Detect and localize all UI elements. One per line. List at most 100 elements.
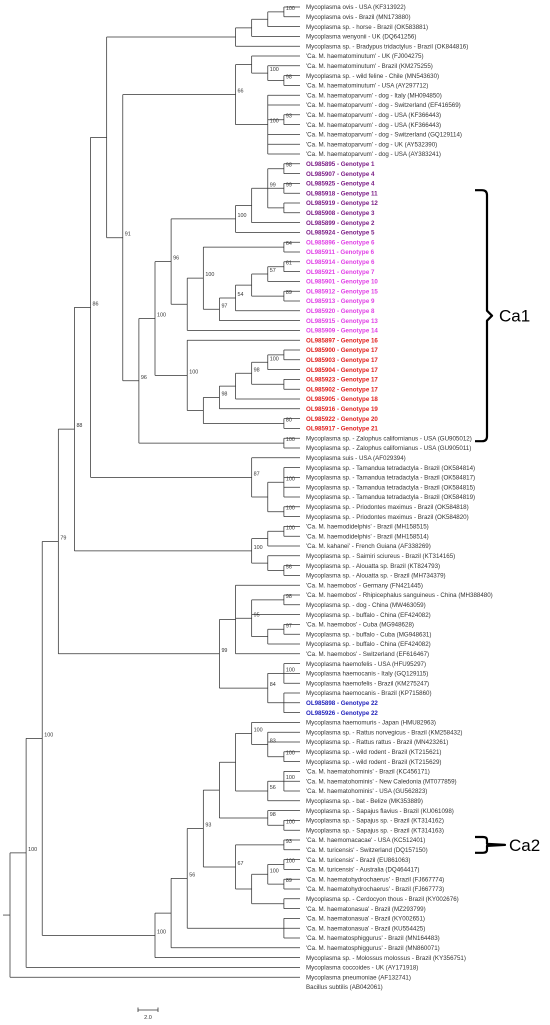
leaf-label: Mycoplasma suis - USA (AF029394) [306, 455, 406, 462]
leaf-label: OL985899 - Genotype 2 [306, 220, 375, 227]
leaf-label: Mycoplasma sp. - Priodontes maximus - Br… [306, 514, 469, 521]
leaf-label: 'Ca. M. turicensis' - Brazil (EU861063) [306, 857, 411, 864]
leaf-label: 'Ca. M. haematoparvum' - dog - Italy (MH… [306, 92, 442, 99]
leaf-label: Mycoplasma ovis - Brazil (MN173880) [306, 14, 411, 21]
leaf-label: 'Ca. M. haematoparvum' - dog - USA (KF36… [306, 112, 441, 119]
leaf-label: Mycoplasma sp. - buffalo - China (EF4240… [306, 641, 431, 648]
support-value-k12: 100 [157, 929, 166, 935]
support-value-d1: 100 [286, 525, 295, 531]
leaf-label: Mycoplasma sp. - Tamandua tetradactyla -… [306, 494, 475, 501]
clade-label-ca2: Ca2 [509, 836, 540, 855]
leaf-label: OL985897 - Genotype 16 [306, 337, 378, 344]
leaf-label: OL985898 - Genotype 22 [306, 700, 378, 707]
leaf-label: 'Ca. M. haematonasua' - Brazil (KU554425… [306, 925, 425, 932]
leaf-label: OL985907 - Genotype 4 [306, 171, 375, 178]
leaf-label: 'Ca. M. haematoparvum' - dog - USA (KF36… [306, 122, 441, 129]
leaf-label: Mycoplasma sp. - Tamandua tetradactyla -… [306, 465, 475, 472]
leaf-label: 'Ca. M. haematonasua' - Brazil (KY002651… [306, 916, 425, 923]
leaf-label: OL985918 - Genotype 11 [306, 190, 378, 197]
scale-bar-label: 2.0 [144, 1015, 152, 1021]
leaf-label: OL985908 - Genotype 3 [306, 210, 375, 217]
leaf-label: Mycoplasma haemofelis - USA (HFU95297) [306, 661, 426, 668]
support-value-m2: 61 [286, 261, 292, 267]
support-value-w2: 83 [270, 738, 276, 744]
leaf-label: 'Ca. M. haematoparvum' - dog - Switzerla… [306, 132, 462, 139]
support-value-b7: 79 [60, 535, 66, 541]
support-value-hp2: 100 [270, 119, 279, 125]
leaf-label: Mycoplasma sp. - horse - Brazil (OK58388… [306, 24, 428, 31]
leaf-label: 'Ca. M. haemodidelphis' - Brazil (MH1585… [306, 524, 429, 531]
support-value-p4: 99 [270, 182, 276, 188]
leaf-label: OL985921 - Genotype 7 [306, 269, 375, 276]
leaf-label: 'Ca. M. haemomacacae' - USA (KC512401) [306, 837, 425, 844]
leaf-label: 'Ca. M. haematonasua' - Brazil (MZ293799… [306, 906, 426, 913]
support-value-m7: 97 [221, 303, 227, 309]
leaf-label: OL985904 - Genotype 17 [306, 367, 378, 374]
leaf-label: 'Ca. M. haematoparvum' - dog - USA (AY38… [306, 151, 441, 158]
clade-bracket-ca1 [475, 189, 494, 443]
leaf-label: Mycoplasma sp. - wild rodent - Brazil (K… [306, 759, 442, 766]
support-value-k3: 89 [286, 878, 292, 884]
leaf-label: 'Ca. M. haematoparvum' - dog - Switzerla… [306, 102, 461, 109]
leaf-label: Mycoplasma sp. - bat - Belize (MK353889) [306, 798, 423, 805]
support-value-m3: 57 [270, 268, 276, 274]
leaf-label: 'Ca. M. haematohydrochaerus' - Brazil (F… [306, 886, 444, 893]
tree-branches [3, 6, 300, 978]
support-value-t1: 100 [286, 476, 295, 482]
leaf-label: 'Ca. M. turicensis' - Switzerland (DQ157… [306, 847, 428, 854]
leaf-label: OL985916 - Genotype 19 [306, 406, 378, 413]
leaf-label: 'Ca. M. haematohydrochaerus' - Brazil (F… [306, 876, 444, 883]
leaf-label: OL985895 - Genotype 1 [306, 161, 375, 168]
support-value-g2: 100 [28, 847, 37, 853]
support-value-g1: 100 [44, 732, 53, 738]
support-value-b6: 99 [221, 648, 227, 654]
leaf-label: Mycoplasma ovis - USA (KF313922) [306, 4, 406, 11]
leaf-label: 'Ca. M. haematominutum' - Brazil (KM2752… [306, 63, 433, 70]
leaf-label: 'Ca. M. haemobos' - Rhipicephalus sangui… [306, 592, 493, 599]
leaf-label: Bacillus subtilis (AB042061) [306, 984, 383, 991]
leaf-label: 'Ca. M. haemobos' - Switzerland (EF61646… [306, 651, 429, 658]
leaf-label: 'Ca. M. kahanei' - French Guiana (AF3382… [306, 543, 431, 550]
support-value-a1: 56 [286, 565, 292, 571]
support-value-d3: 100 [254, 545, 263, 551]
leaf-label: 'Ca. M. haematohominis' - USA (GU562823) [306, 788, 427, 795]
leaf-label: OL985919 - Genotype 12 [306, 200, 378, 207]
leaf-label: Mycoplasma pneumoniae (AF132741) [306, 974, 411, 981]
support-value-k8: 93 [205, 823, 211, 829]
support-value-z1: 100 [286, 437, 295, 443]
leaf-label: OL985926 - Genotype 22 [306, 710, 378, 717]
support-value-k10: 56 [189, 872, 195, 878]
leaf-label: Mycoplasma sp. - Alouatta sp. - Brazil (… [306, 573, 446, 580]
support-value-hm5: 91 [125, 232, 131, 238]
leaf-label: OL985915 - Genotype 13 [306, 318, 378, 325]
leaf-label: OL985901 - Genotype 10 [306, 279, 378, 286]
support-value-f1: 100 [286, 667, 295, 673]
support-value-c1: 100 [157, 312, 166, 318]
support-value-p7: 96 [173, 256, 179, 262]
leaf-label: OL985923 - Genotype 17 [306, 377, 378, 384]
support-value-hm1: 98 [286, 75, 292, 81]
support-value-s2: 86 [93, 301, 99, 307]
leaf-label: Mycoplasma sp. - Sapajus flavius - Brazi… [306, 808, 454, 815]
support-value-w4: 100 [286, 775, 295, 781]
support-value-r7: 80 [286, 418, 292, 424]
leaf-label: Mycoplasma haemomuris - Japan (HMU82963) [306, 720, 436, 727]
leaf-label: OL985903 - Genotype 17 [306, 357, 378, 364]
support-value-p6: 100 [238, 213, 247, 219]
leaf-label: OL985912 - Genotype 15 [306, 288, 378, 295]
leaf-label: OL985925 - Genotype 4 [306, 181, 375, 188]
support-value-w1: 100 [286, 751, 295, 757]
leaf-label: Mycoplasma sp. - Rattus rattus - Brazil … [306, 739, 448, 746]
leaf-label: Mycoplasma coccoides - UK (AY171918) [306, 965, 418, 972]
leaf-label: OL985922 - Genotype 20 [306, 416, 378, 423]
leaf-label: Mycoplasma sp. - buffalo - Cuba (MG94863… [306, 631, 431, 638]
leaf-label: Mycoplasma wenyonii - UK (DQ641256) [306, 34, 416, 41]
leaf-label: 'Ca. M. haematohominis' - New Caledonia … [306, 778, 457, 785]
support-value-r4: 98 [254, 367, 260, 373]
leaf-label: OL985924 - Genotype 5 [306, 230, 375, 237]
leaf-label: OL985905 - Genotype 18 [306, 396, 378, 403]
leaf-label: 'Ca. M. haematominutum' - UK (FJ004275) [306, 53, 424, 60]
support-value-b4: 95 [254, 612, 260, 618]
support-value-m8: 100 [205, 272, 214, 278]
